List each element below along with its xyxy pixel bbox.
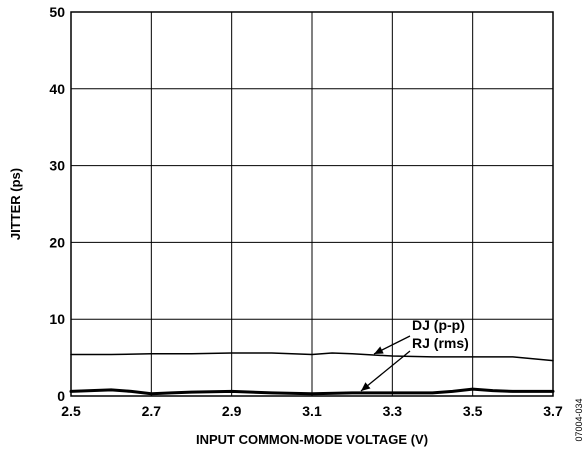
y-tick-label: 0 [57, 388, 65, 404]
figure-id: 07004-034 [574, 398, 584, 441]
dj-series-line [70, 352, 554, 362]
dj-annotation-arrow [373, 335, 411, 355]
series-layer [69, 352, 555, 396]
x-axis-title: INPUT COMMON-MODE VOLTAGE (V) [196, 432, 428, 447]
x-tick-label: 2.5 [61, 403, 81, 419]
rj-series-line [69, 387, 555, 396]
rj-annotation-label: RJ (rms) [412, 335, 469, 351]
x-tick-label: 2.7 [142, 403, 162, 419]
annotations: DJ (p-p) RJ (rms) [360, 317, 469, 392]
y-tick-label: 30 [49, 158, 65, 174]
y-axis-title: JITTER (ps) [8, 168, 23, 240]
x-tick-label: 3.7 [543, 403, 563, 419]
x-tick-label: 3.3 [383, 403, 403, 419]
rj-annotation-arrow [360, 350, 411, 392]
x-tick-labels: 2.5 2.7 2.9 3.1 3.3 3.5 3.7 [61, 403, 563, 419]
plot-frame [70, 11, 554, 397]
x-tick-label: 3.1 [302, 403, 322, 419]
x-tick-label: 2.9 [222, 403, 242, 419]
y-tick-labels: 0 10 20 30 40 50 [49, 4, 65, 404]
grid-lines [71, 12, 553, 396]
x-tick-label: 3.5 [463, 403, 483, 419]
y-tick-label: 20 [49, 234, 65, 250]
y-tick-label: 50 [49, 4, 65, 20]
dj-annotation-label: DJ (p-p) [412, 317, 465, 333]
y-tick-label: 10 [49, 311, 65, 327]
y-tick-label: 40 [49, 81, 65, 97]
